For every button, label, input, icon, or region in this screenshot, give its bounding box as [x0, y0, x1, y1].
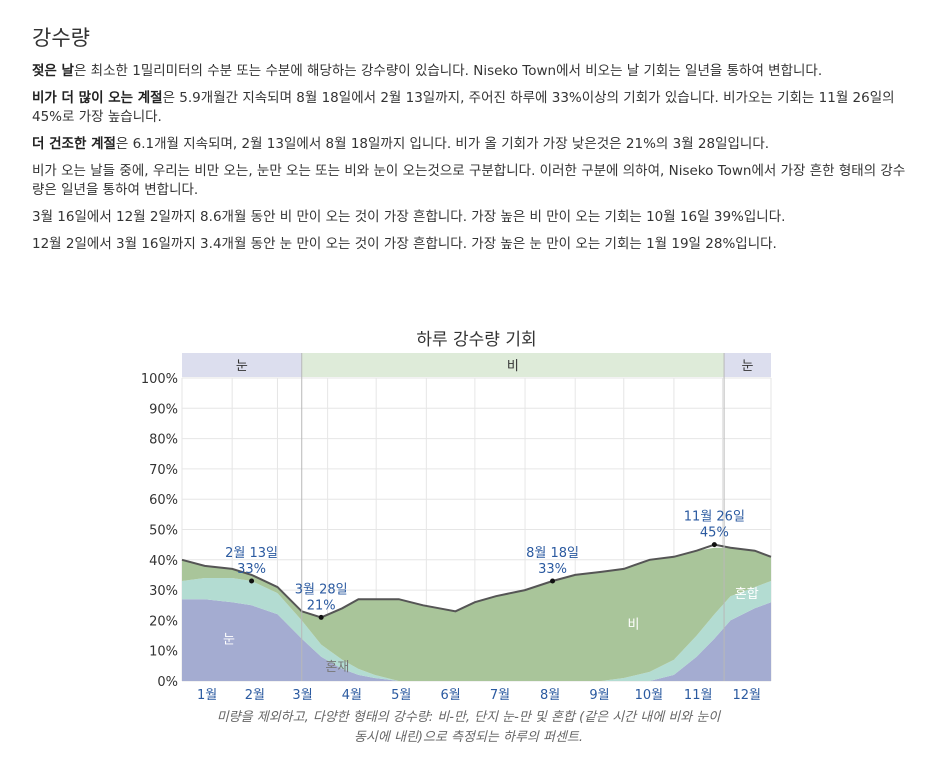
annotation-value-3: 33%	[538, 562, 567, 577]
x-tick-label-5: 6월	[440, 688, 460, 703]
y-tick-label-7: 70%	[149, 463, 178, 478]
x-tick-label-8: 9월	[589, 688, 609, 703]
rain-area	[182, 547, 771, 681]
chart-svg: 하루 강수량 기회눈 비 눈0%10%20%30%40%50%60%70%80%90…	[141, 330, 772, 703]
paragraph-6-part-1: 12월 2일에서 3월 16일까지 3.4개월 동안 눈 만이 오는 것이 가장…	[32, 236, 777, 252]
x-tick-label-0: 1월	[197, 688, 217, 703]
paragraph-5: 3월 16일에서 12월 2일까지 8.6개월 동안 비 만이 오는 것이 가장…	[32, 208, 917, 227]
x-tick-label-1: 2월	[245, 688, 265, 703]
annotation-date-1: 2월 13일	[225, 546, 278, 561]
season-band-label-1: 눈	[236, 359, 248, 374]
series-label-3: 비	[627, 617, 639, 632]
y-tick-label-3: 30%	[149, 584, 178, 599]
x-tick-label-11: 12월	[732, 688, 761, 703]
paragraph-3: 더 건조한 계절은 6.1개월 지속되며, 2월 13일에서 8월 18일까지 …	[32, 135, 917, 154]
x-tick-label-4: 5월	[391, 688, 411, 703]
section-paragraphs: 젖은 날은 최소한 1밀리미터의 수분 또는 수분에 해당하는 강수량이 있습니…	[32, 62, 917, 254]
paragraph-3-part-2: 은 6.1개월 지속되며, 2월 13일에서 8월 18일까지 입니다. 비가 …	[115, 136, 770, 152]
y-tick-label-4: 40%	[149, 554, 178, 569]
season-band-3	[724, 353, 771, 377]
paragraph-2: 비가 더 많이 오는 계절은 5.9개월간 지속되며 8월 18일에서 2월 1…	[32, 89, 917, 127]
caption-line-2: 동시에 내린)으로 측정되는 하루의 퍼센트.	[353, 730, 584, 745]
y-tick-label-5: 50%	[149, 524, 178, 539]
x-tick-label-2: 3월	[292, 688, 312, 703]
paragraph-1-part-1: 젖은 날	[32, 63, 74, 79]
paragraph-2-part-1: 비가 더 많이 오는 계절	[32, 90, 163, 106]
paragraph-6: 12월 2일에서 3월 16일까지 3.4개월 동안 눈 만이 오는 것이 가장…	[32, 235, 917, 254]
y-tick-label-6: 60%	[149, 493, 178, 508]
paragraph-4: 비가 오는 날들 중에, 우리는 비만 오는, 눈만 오는 또는 비와 눈이 오…	[32, 162, 917, 200]
annotation-value-1: 33%	[237, 562, 266, 577]
annotation-point-4	[711, 542, 717, 548]
section-title: 강수량	[32, 26, 90, 50]
x-tick-label-9: 10월	[635, 688, 664, 703]
snow-area	[182, 599, 771, 681]
paragraph-2-part-2: 은 5.9개월간 지속되며 8월 18일에서 2월 13일까지, 주어진 하루에…	[32, 90, 895, 125]
y-tick-label-2: 20%	[149, 614, 178, 629]
annotation-point-1	[249, 578, 255, 584]
x-tick-label-7: 8월	[540, 688, 560, 703]
mixed-area	[182, 578, 771, 681]
season-band-2	[301, 353, 725, 377]
y-tick-label-8: 80%	[149, 433, 178, 448]
x-tick-label-3: 4월	[342, 688, 362, 703]
paragraph-5-part-1: 3월 16일에서 12월 2일까지 8.6개월 동안 비 만이 오는 것이 가장…	[32, 209, 786, 225]
season-band-label-2: 비	[507, 359, 519, 374]
series-label-1: 눈	[223, 633, 235, 648]
season-band-label-3: 눈	[742, 359, 754, 374]
y-tick-label-10: 100%	[141, 372, 178, 387]
series-label-2: 혼합	[735, 587, 759, 602]
y-tick-label-9: 90%	[149, 402, 178, 417]
annotation-value-2: 21%	[307, 598, 336, 613]
annotation-date-2: 3월 28일	[295, 582, 348, 597]
paragraph-4-part-1: 비가 오는 날들 중에, 우리는 비만 오는, 눈만 오는 또는 비와 눈이 오…	[32, 163, 906, 198]
annotation-point-3	[550, 578, 556, 584]
series-label-4: 혼재	[325, 660, 349, 675]
annotation-date-4: 11월 26일	[684, 510, 745, 525]
season-band-1	[182, 353, 302, 377]
y-tick-label-1: 10%	[149, 645, 178, 660]
precipitation-chart: 하루 강수량 기회 눈 비 눈 0% 10% 20% 30% 40% 50% 60% 70% 80% 90…	[0, 318, 937, 778]
precipitation-section: 강수량 젖은 날은 최소한 1밀리미터의 수분 또는 수분에 해당하는 강수량이…	[0, 0, 937, 254]
chart-caption: 미량을 제외하고, 다양한 형태의 강수량: 비-만, 단지 눈-만 및 혼합 …	[0, 708, 937, 748]
annotation-point-2	[318, 614, 324, 620]
x-tick-label-6: 7월	[490, 688, 510, 703]
caption-line-1: 미량을 제외하고, 다양한 형태의 강수량: 비-만, 단지 눈-만 및 혼합 …	[216, 710, 721, 725]
paragraph-1-part-2: 은 최소한 1밀리미터의 수분 또는 수분에 해당하는 강수량이 있습니다. N…	[73, 63, 823, 79]
x-tick-label-10: 11월	[684, 688, 713, 703]
paragraph-3-part-1: 더 건조한 계절	[32, 136, 116, 152]
y-tick-label-0: 0%	[157, 675, 178, 690]
total-precip-line	[181, 543, 772, 619]
paragraph-1: 젖은 날은 최소한 1밀리미터의 수분 또는 수분에 해당하는 강수량이 있습니…	[32, 62, 917, 81]
annotation-date-3: 8월 18일	[526, 546, 579, 561]
annotation-value-4: 45%	[700, 526, 729, 541]
chart-title: 하루 강수량 기회	[416, 330, 536, 350]
